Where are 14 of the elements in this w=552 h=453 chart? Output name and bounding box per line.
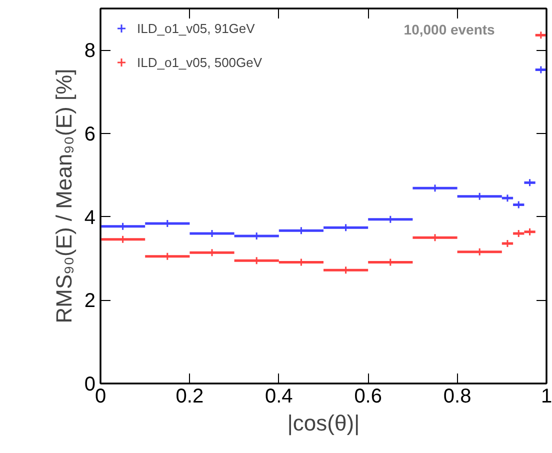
y-tick-label: 8 bbox=[84, 40, 96, 62]
y-axis-title: RMS₉₀(E) / Mean₉₀(E) [%] bbox=[51, 68, 76, 324]
legend-label: ILD_o1_v05, 91GeV bbox=[137, 20, 255, 36]
annotation: 10,000 events bbox=[404, 21, 496, 38]
x-tick-label: 1 bbox=[540, 386, 552, 408]
x-axis-title: |cos(θ)| bbox=[287, 410, 360, 436]
y-tick-label: 4 bbox=[84, 206, 96, 229]
legend-label: ILD_o1_v05, 500GeV bbox=[137, 54, 262, 70]
y-tick-label: 6 bbox=[84, 124, 96, 146]
x-tick-label: 0.6 bbox=[354, 386, 382, 408]
x-tick-label: 0.2 bbox=[176, 386, 204, 408]
y-tick-label: 2 bbox=[84, 290, 96, 312]
x-tick-label: 0.4 bbox=[265, 386, 293, 408]
x-tick-label: 0.8 bbox=[443, 386, 472, 408]
